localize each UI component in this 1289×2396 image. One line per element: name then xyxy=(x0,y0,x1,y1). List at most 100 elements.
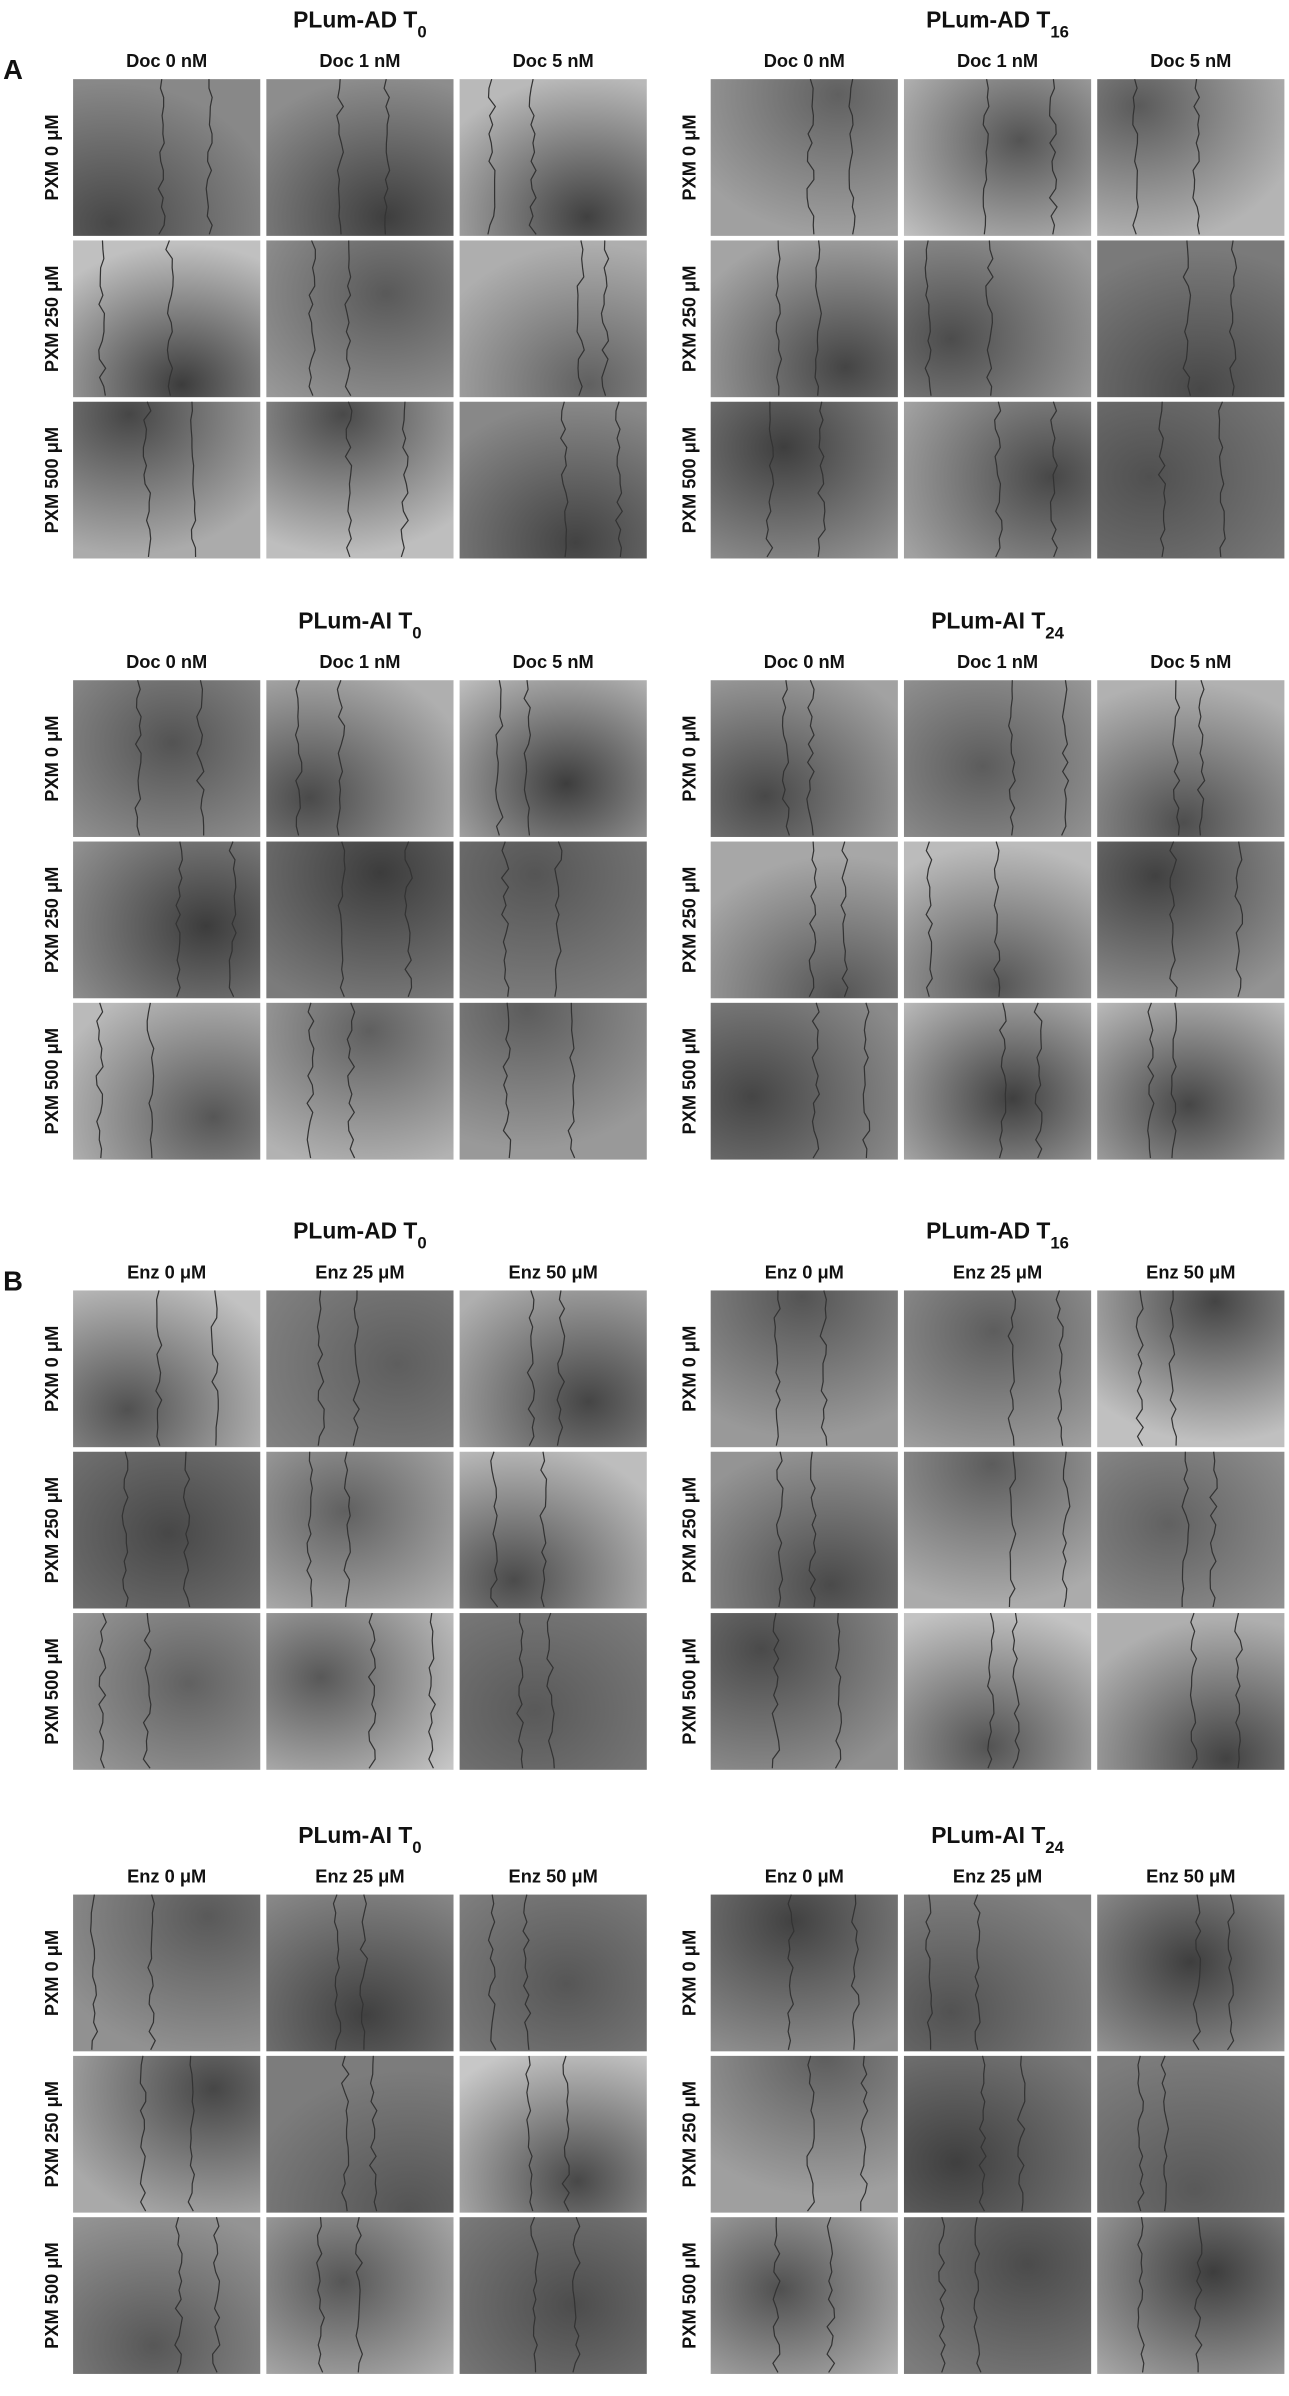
wound-edge xyxy=(1194,2217,1203,2373)
micrograph xyxy=(903,79,1092,236)
row-label: PXM 0 μM xyxy=(41,1930,62,2016)
column-header: Enz 0 μM xyxy=(765,1261,844,1282)
title-subscript: 0 xyxy=(412,1837,421,1856)
panel-title: PLum-AI T0 xyxy=(298,1822,421,1856)
wound-edge xyxy=(987,1612,995,1769)
micrograph xyxy=(903,1894,1092,2052)
micrograph xyxy=(710,1451,898,1609)
title-subscript: 16 xyxy=(1050,22,1069,41)
wound-edge xyxy=(142,1612,152,1769)
wound-edge xyxy=(352,1290,361,1446)
wound-edge xyxy=(121,1451,129,1608)
wound-edge xyxy=(834,1613,843,1769)
column-header: Doc 5 nM xyxy=(1150,50,1231,71)
micrograph xyxy=(1097,2055,1285,2213)
column-header: Enz 0 μM xyxy=(127,1865,206,1886)
column-header: Doc 0 nM xyxy=(126,50,207,71)
micrograph xyxy=(266,2055,454,2213)
wound-edge xyxy=(332,1894,342,2050)
micrograph xyxy=(459,1451,647,1609)
row-label: PXM 500 μM xyxy=(678,427,699,534)
micrograph xyxy=(73,1894,261,2052)
micrograph xyxy=(73,79,261,236)
micrograph xyxy=(1097,1002,1285,1160)
wound-edge xyxy=(1182,240,1192,396)
wound-edge xyxy=(773,1290,781,1446)
micrograph xyxy=(459,1290,647,1448)
row-label: PXM 0 μM xyxy=(678,715,699,801)
wound-edge xyxy=(175,841,183,997)
wound-edge xyxy=(147,1894,156,2051)
column-header: Enz 50 μM xyxy=(1146,1865,1235,1886)
wound-edge xyxy=(811,1002,821,1159)
title-subscript: 0 xyxy=(412,623,421,642)
wound-edge xyxy=(1157,401,1167,558)
column-header: Enz 50 μM xyxy=(509,1261,598,1282)
wound-edge xyxy=(840,841,849,997)
micrograph xyxy=(459,1002,647,1160)
wound-edge xyxy=(155,1290,163,1446)
wound-edge xyxy=(336,680,346,836)
micrograph xyxy=(1097,401,1285,559)
wound-edge xyxy=(806,2055,815,2212)
micrograph xyxy=(459,1613,647,1770)
title-text: PLum-AI T xyxy=(931,607,1045,633)
title-text: PLum-AD T xyxy=(926,6,1050,32)
panel-title: PLum-AI T0 xyxy=(298,607,421,642)
wound-edge xyxy=(1192,79,1201,235)
row-label: PXM 500 μM xyxy=(41,1638,62,1745)
wound-edge xyxy=(355,2217,364,2373)
micrograph xyxy=(903,240,1092,398)
wound-edge xyxy=(1033,1002,1043,1159)
wound-edge xyxy=(500,841,510,997)
micrograph xyxy=(1097,841,1285,999)
wound-edge xyxy=(806,78,815,235)
title-subscript: 16 xyxy=(1050,1233,1069,1252)
wound-edge xyxy=(572,2216,581,2373)
wound-edge xyxy=(985,240,994,396)
micrograph xyxy=(266,1002,454,1160)
wound-edge xyxy=(306,1002,315,1159)
wound-edge xyxy=(516,1613,524,1769)
wound-edge xyxy=(368,2055,378,2212)
column-header: Enz 25 μM xyxy=(315,1865,404,1886)
wound-edge xyxy=(337,841,346,997)
wound-edge xyxy=(487,1894,497,2051)
wound-edge xyxy=(530,2216,539,2373)
micrograph xyxy=(459,2217,647,2374)
wound-edge xyxy=(1049,401,1058,558)
row-label: PXM 250 μM xyxy=(41,1477,62,1584)
micrograph xyxy=(710,1613,898,1770)
title-subscript: 0 xyxy=(417,1233,426,1252)
wound-edge xyxy=(787,1894,795,2050)
micrograph xyxy=(710,79,898,236)
wound-edge xyxy=(982,79,990,235)
micrograph xyxy=(1097,1290,1285,1448)
micrograph xyxy=(266,401,454,559)
wound-edge xyxy=(1181,1451,1190,1607)
wound-edge xyxy=(1008,680,1016,836)
wound-edge xyxy=(1228,240,1238,396)
title-text: PLum-AD T xyxy=(293,6,417,32)
micrograph xyxy=(266,1894,454,2052)
micrograph xyxy=(73,841,261,999)
wound-edge xyxy=(615,401,624,558)
wound-edge xyxy=(1234,841,1244,997)
micrograph xyxy=(710,401,898,559)
micrograph xyxy=(1097,79,1285,236)
wound-edge xyxy=(344,401,353,558)
micrograph xyxy=(710,240,898,398)
column-header: Enz 50 μM xyxy=(509,1865,598,1886)
wound-edge xyxy=(539,1451,548,1608)
section-label: B xyxy=(3,1265,23,1296)
wound-edge xyxy=(495,680,504,836)
micrograph xyxy=(73,1002,261,1160)
column-header: Enz 0 μM xyxy=(127,1261,206,1282)
wound-edge xyxy=(1169,841,1178,997)
wound-edge xyxy=(925,841,933,997)
wound-edge xyxy=(294,680,303,836)
wound-edge xyxy=(554,841,563,997)
wound-edge xyxy=(523,680,531,836)
wound-edge xyxy=(781,680,790,836)
wound-edge xyxy=(1196,680,1206,836)
